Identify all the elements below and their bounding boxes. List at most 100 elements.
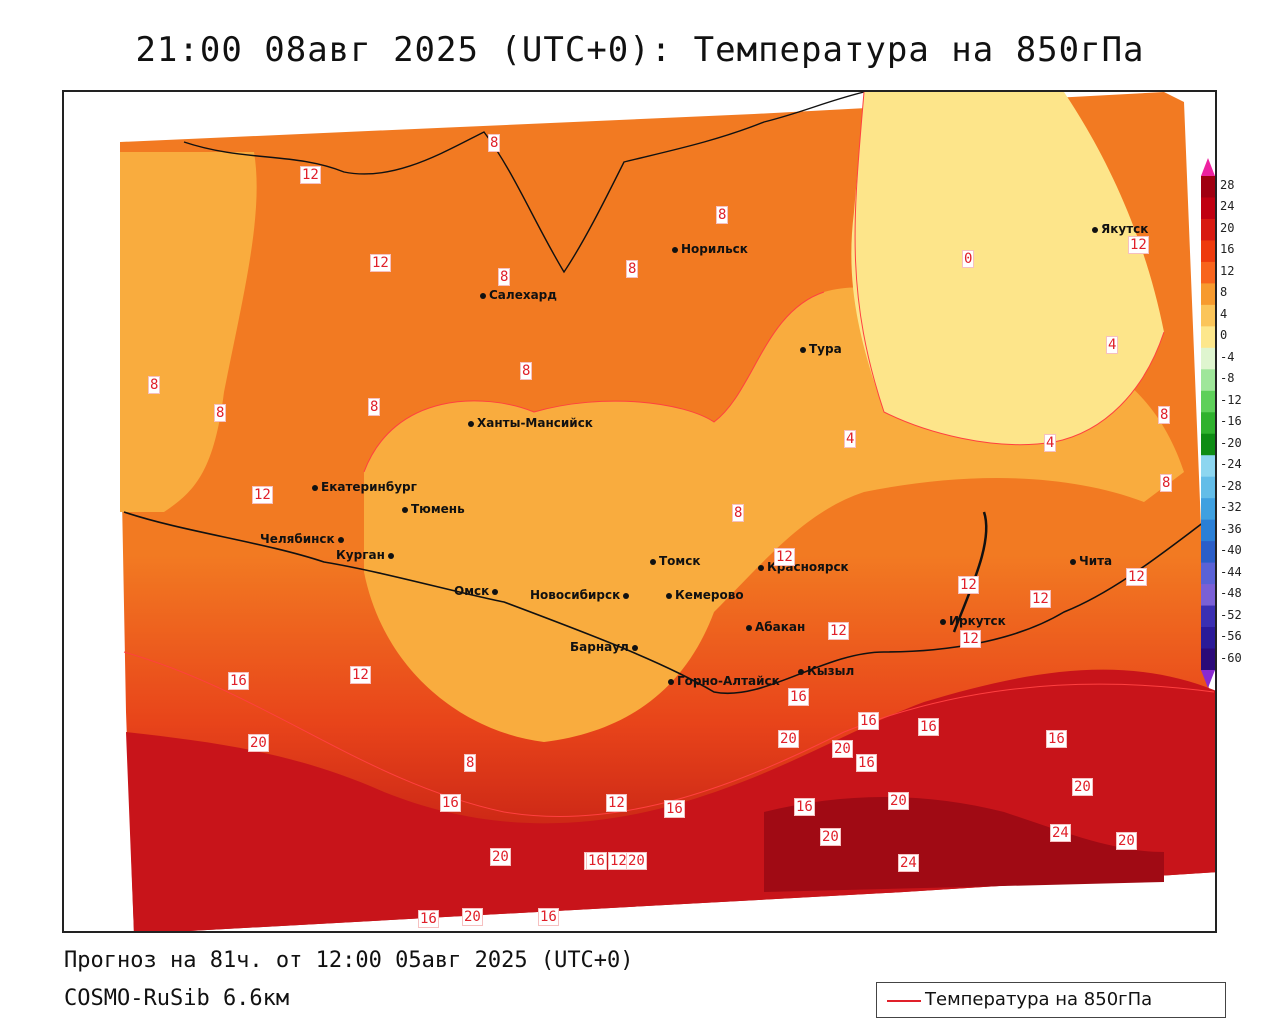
colorbar-tick-label: -8 xyxy=(1220,371,1235,386)
colorbar-tick-label: 8 xyxy=(1220,285,1228,300)
isoline-label: 12 xyxy=(608,852,629,870)
isoline-label: 8 xyxy=(626,260,639,278)
colorbar-cell xyxy=(1201,218,1215,241)
city-dot xyxy=(672,246,678,253)
isoline-label: 20 xyxy=(462,908,483,926)
isoline-label: 12 xyxy=(252,486,273,504)
colorbar-cell xyxy=(1201,283,1215,306)
colorbar-cell xyxy=(1201,541,1215,564)
colorbar-cell xyxy=(1201,412,1215,435)
isoline-label: 12 xyxy=(370,254,391,272)
colorbar-cell xyxy=(1201,369,1215,392)
colorbar-cell xyxy=(1201,433,1215,456)
city-label: Чита xyxy=(1070,554,1112,568)
city-dot xyxy=(798,668,804,675)
country-border xyxy=(123,511,1205,695)
city-label: Норильск xyxy=(672,242,748,256)
isoline-label: 24 xyxy=(898,854,919,872)
map-panel: Салехард Норильск Тура Якутск Ханты-Манс… xyxy=(62,90,1217,933)
isoline-label: 20 xyxy=(626,852,647,870)
city-label: Новосибирск xyxy=(530,588,632,602)
colorbar-cell xyxy=(1201,476,1215,499)
colorbar-tick-label: -56 xyxy=(1220,629,1242,644)
colorbar-cell xyxy=(1201,390,1215,413)
city-dot xyxy=(758,564,764,571)
warm-region-west xyxy=(120,152,257,512)
lake-baikal xyxy=(952,511,988,633)
chart-title: 21:00 08авг 2025 (UTC+0): Температура на… xyxy=(135,30,1145,70)
map-legend: Температура на 850гПа xyxy=(876,982,1226,1018)
isoline-label: 12 xyxy=(350,666,371,684)
isoline-label: 16 xyxy=(918,718,939,736)
isoline-label: 8 xyxy=(214,404,227,422)
city-label: Красноярск xyxy=(758,560,849,574)
city-label: Ханты-Мансийск xyxy=(468,416,593,430)
city-dot xyxy=(1092,226,1098,233)
isoline-label: 12 xyxy=(606,794,627,812)
city-dot xyxy=(800,346,806,353)
city-label: Якутск xyxy=(1092,222,1148,236)
city-dot xyxy=(1070,558,1076,565)
colorbar-cell xyxy=(1201,455,1215,478)
isoline-label: 16 xyxy=(228,672,249,690)
colorbar-tick-label: -20 xyxy=(1220,435,1242,450)
isoline-label: 12 xyxy=(958,576,979,594)
isoline-label: 4 xyxy=(1044,434,1057,452)
isoline-label: 20 xyxy=(490,848,511,866)
isoline-label: 12 xyxy=(828,622,849,640)
isoline-label: 16 xyxy=(418,910,439,928)
city-dot xyxy=(666,592,672,599)
city-label: Кемерово xyxy=(666,588,744,602)
city-dot xyxy=(623,592,630,599)
colorbar-tick-label: -32 xyxy=(1220,500,1242,515)
isoline-label: 16 xyxy=(1046,730,1067,748)
city-dot xyxy=(650,558,656,565)
city-label: Кызыл xyxy=(798,664,854,678)
city-label: Курган xyxy=(336,548,397,562)
colorbar-tick-label: -60 xyxy=(1220,650,1242,665)
city-dot xyxy=(746,624,752,631)
colorbar-tick-label: 4 xyxy=(1220,306,1228,321)
colorbar-tick-label: -16 xyxy=(1220,414,1242,429)
colorbar-cell xyxy=(1201,261,1215,284)
isoline-label: 12 xyxy=(300,166,321,184)
colorbar-tick-label: 16 xyxy=(1220,242,1235,257)
isoline-label: 16 xyxy=(586,852,607,870)
colorbar-cell xyxy=(1201,240,1215,263)
colorbar-tick-label: 0 xyxy=(1220,328,1228,343)
isoline-label: 20 xyxy=(832,740,853,758)
isotherm-line xyxy=(854,92,1165,446)
city-label: Челябинск xyxy=(260,532,347,546)
city-dot xyxy=(387,552,394,559)
colorbar-cell xyxy=(1201,584,1215,607)
isoline-label: 8 xyxy=(148,376,161,394)
colorbar-cell xyxy=(1201,627,1215,650)
colorbar-bottom-arrow xyxy=(1201,670,1215,688)
isoline-label: 8 xyxy=(368,398,381,416)
city-label: Екатеринбург xyxy=(312,480,417,494)
city-label: Тура xyxy=(800,342,842,356)
colorbar-cell xyxy=(1201,648,1215,671)
isoline-label: 16 xyxy=(440,794,461,812)
colorbar-cell xyxy=(1201,326,1215,349)
colorbar-cell xyxy=(1201,562,1215,585)
colorbar-tick-label: -36 xyxy=(1220,521,1242,536)
colorbar-cell xyxy=(1201,176,1215,198)
isoline-label: 8 xyxy=(520,362,533,380)
city-dot xyxy=(492,588,499,595)
isoline-label: 8 xyxy=(1160,474,1173,492)
forecast-info: Прогноз на 81ч. от 12:00 05авг 2025 (UTC… xyxy=(64,948,634,973)
city-label: Салехард xyxy=(480,288,557,302)
city-dot xyxy=(337,536,344,543)
city-dot xyxy=(668,678,674,685)
colorbar-tick-label: -40 xyxy=(1220,543,1242,558)
isoline-label: 12 xyxy=(1126,568,1147,586)
colorbar-tick-label: -44 xyxy=(1220,564,1242,579)
isoline-label: 4 xyxy=(1106,336,1119,354)
isoline-label: 12 xyxy=(1128,236,1149,254)
isoline-label: 16 xyxy=(538,908,559,926)
city-dot xyxy=(402,506,408,513)
colorbar-cell xyxy=(1201,498,1215,521)
colorbar-top-arrow xyxy=(1201,158,1215,176)
isoline-label: 8 xyxy=(464,754,477,772)
